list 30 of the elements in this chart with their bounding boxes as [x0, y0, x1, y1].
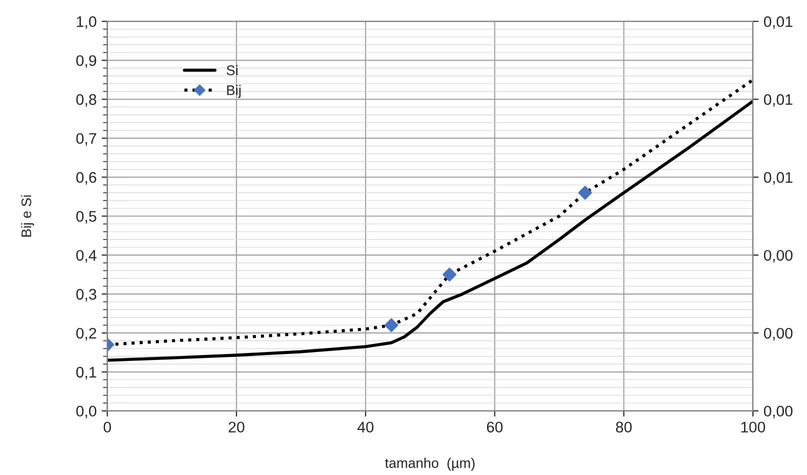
- x-tick-label: 20: [228, 422, 244, 433]
- y-tick-label: 0,2: [76, 328, 96, 340]
- legend-label: Si: [226, 65, 238, 76]
- x-tick-label: 60: [486, 422, 503, 433]
- y-tick-label: 0,7: [76, 133, 96, 146]
- x-tick-label: 80: [616, 422, 632, 433]
- y-axis-title: Bij e Si: [21, 195, 34, 237]
- x-axis-title: tamanho (µm): [385, 458, 475, 471]
- x-tick-label: 40: [357, 422, 374, 433]
- legend-label: Bij: [227, 84, 241, 98]
- y-tick-label: 0,6: [76, 172, 96, 185]
- y2-tick-label: 0,00: [764, 328, 792, 340]
- y-tick-label: 0,4: [76, 250, 96, 263]
- y-tick-label: 0,9: [76, 55, 96, 68]
- y-tick-label: 0,8: [76, 94, 96, 107]
- y2-tick-label: 0,01: [764, 94, 792, 107]
- y-tick-label: 1,0: [76, 16, 96, 29]
- x-tick-label: 100: [741, 422, 766, 433]
- y2-tick-label: 0,00: [764, 406, 792, 418]
- point: [384, 318, 398, 332]
- y2-tick-label: 0,01: [764, 16, 792, 29]
- y-tick-label: 0,1: [76, 366, 96, 380]
- y-tick-label: 0,5: [76, 210, 96, 224]
- y-tick-label: 0,3: [76, 288, 96, 302]
- point: [578, 186, 592, 200]
- y-tick-label: 0,0: [76, 406, 96, 418]
- y2-tick-label: 0,01: [764, 172, 792, 185]
- y2-tick-label: 0,00: [764, 250, 792, 263]
- point: [442, 268, 456, 282]
- x-tick-label: 0: [104, 422, 111, 433]
